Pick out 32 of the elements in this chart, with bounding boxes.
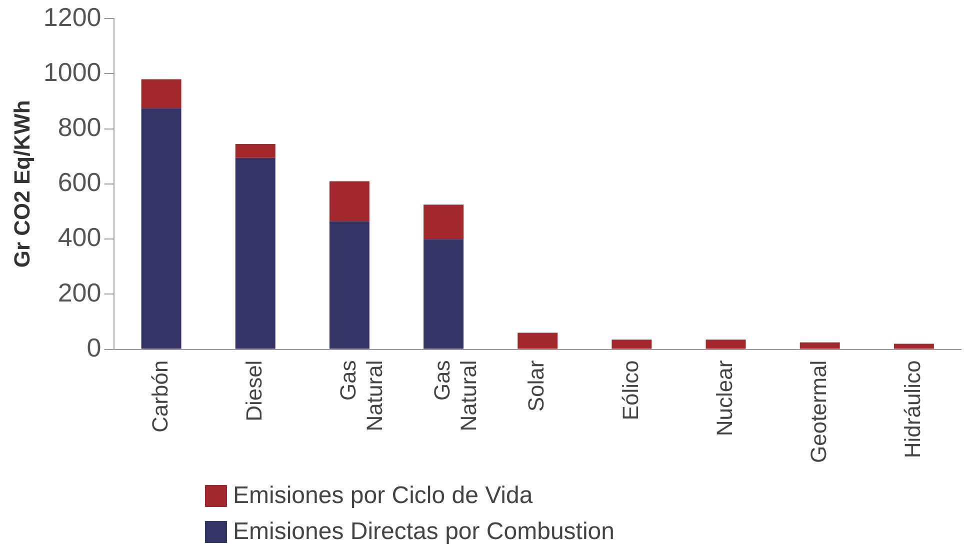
bar (141, 79, 182, 108)
bar (894, 344, 934, 349)
x-tick-label: Eólico (618, 360, 643, 420)
x-tick-label: Gas Natural (336, 360, 387, 432)
x-tick-label: Geotermal (806, 360, 831, 464)
bar (612, 340, 652, 349)
x-tick-label: Diesel (241, 360, 266, 422)
x-tick-label: Solar (524, 360, 549, 412)
bar (235, 158, 276, 349)
y-tick-label: 800 (58, 112, 102, 142)
y-tick-label: 0 (86, 332, 102, 362)
bar (424, 239, 464, 349)
y-tick-label: 200 (58, 277, 102, 308)
bar (329, 221, 370, 349)
y-tick-label: 1200 (43, 2, 102, 32)
x-tick-label: Gas Natural (430, 360, 481, 432)
legend-label: Emisiones Directas por Combustion (233, 517, 614, 547)
bar (800, 342, 840, 349)
y-tick-label: 400 (58, 222, 102, 252)
bar (424, 204, 464, 240)
bar (141, 108, 182, 349)
y-axis-title: Gr CO2 Eq/KWh (9, 100, 34, 268)
x-tick-label: Carbón (147, 360, 172, 432)
bar (518, 332, 558, 349)
y-tick-label: 600 (58, 167, 102, 198)
x-tick-label: Nuclear (712, 360, 737, 436)
x-tick-label: Hidráulico (900, 360, 926, 458)
bar (329, 181, 370, 222)
bar (235, 144, 276, 158)
bar (706, 340, 746, 349)
y-tick-label: 1000 (43, 56, 102, 87)
legend-label: Emisiones por Ciclo de Vida (233, 481, 533, 511)
